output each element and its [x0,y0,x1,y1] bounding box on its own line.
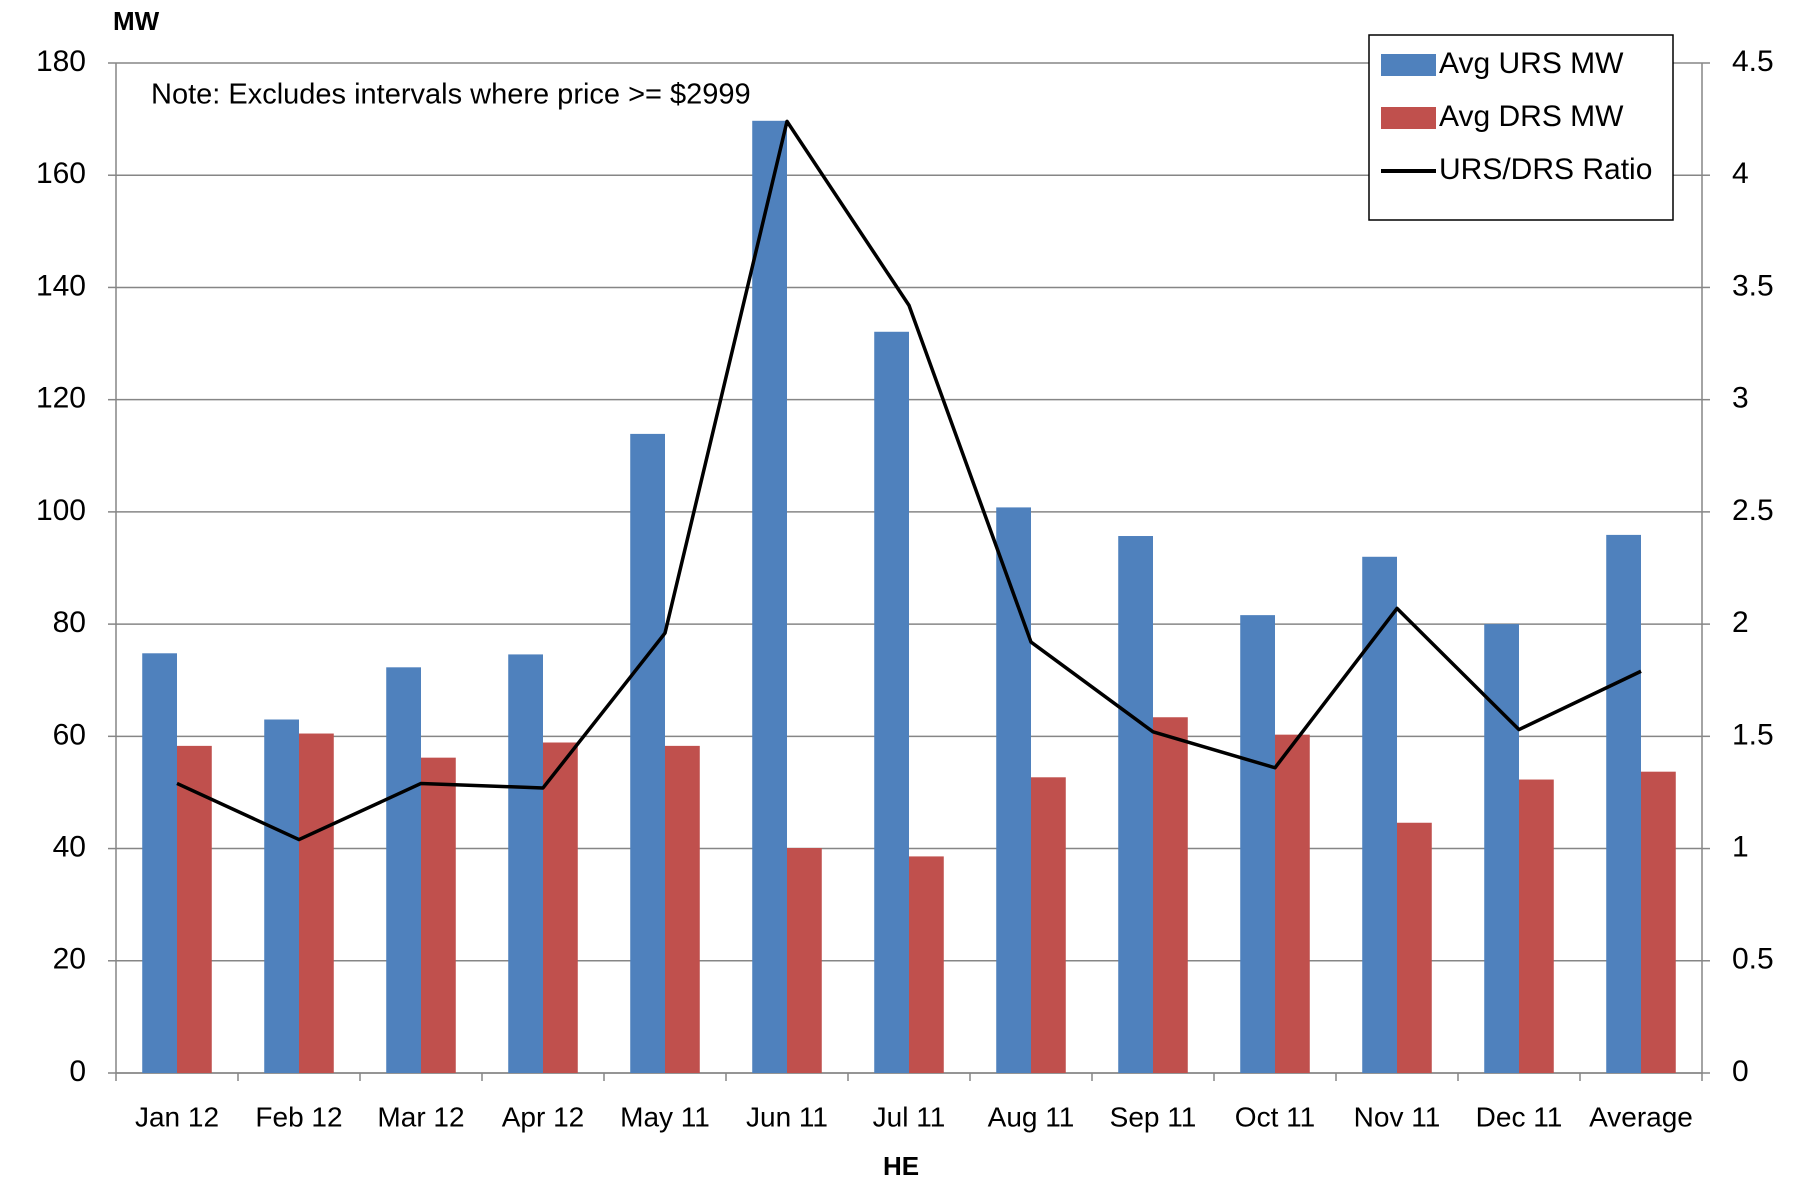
bar [1484,624,1519,1073]
x-tick-label: Sep 11 [1110,1101,1197,1132]
bar [1275,734,1310,1073]
y2-tick-label: 4 [1732,157,1749,190]
x-tick-label: Jul 11 [873,1101,946,1132]
x-tick-label: Apr 12 [502,1101,585,1132]
bar [752,120,787,1074]
x-tick-label: Jun 11 [746,1101,828,1132]
y2-tick-label: 3.5 [1732,269,1774,302]
x-tick-label: Oct 11 [1235,1101,1315,1132]
legend-swatch [1381,107,1436,129]
y-tick-label: 60 [53,718,86,751]
bar [421,757,456,1073]
bar [264,719,299,1073]
y2-tick-label: 2 [1732,606,1749,639]
ratio-line [176,119,1642,842]
bar [787,847,822,1073]
bar [177,745,212,1073]
x-axis-label: HE [883,1151,919,1181]
y-tick-label: 100 [36,494,86,527]
x-tick-label: Average [1589,1101,1693,1132]
bar [1641,771,1676,1073]
bar [630,433,665,1074]
bar [874,331,909,1073]
y2-tick-label: 0 [1732,1055,1749,1088]
y2-tick-label: 1 [1732,830,1749,863]
bar [665,745,700,1073]
x-tick-label: Feb 12 [255,1101,342,1132]
y-tick-label: 180 [36,45,86,78]
x-tick-label: Mar 12 [377,1101,464,1132]
y-tick-label: 160 [36,157,86,190]
annotation: Note: Excludes intervals where price >= … [151,79,751,111]
legend-swatch [1381,54,1436,76]
bar [1031,777,1066,1073]
y2-tick-label: 3 [1732,382,1749,415]
y2-tick-label: 0.5 [1732,943,1774,976]
y2-tick-label: 4.5 [1732,45,1774,78]
y-tick-label: 40 [53,830,86,863]
bar [543,742,578,1073]
bar [142,653,177,1073]
y-tick-label: 140 [36,269,86,302]
bar [1118,536,1153,1073]
bar [299,733,334,1073]
y-axis-label: MW [113,6,160,36]
bar [996,507,1031,1073]
bar [1153,717,1188,1073]
y-tick-label: 80 [53,606,86,639]
y-tick-label: 0 [69,1055,86,1088]
y-tick-label: 20 [53,943,86,976]
bar [1397,822,1432,1073]
x-tick-label: Nov 11 [1354,1101,1441,1132]
x-tick-label: Dec 11 [1476,1101,1563,1132]
y-tick-label: 120 [36,382,86,415]
bar [1519,779,1554,1073]
x-tick-label: Aug 11 [988,1101,1075,1132]
bar [1362,556,1397,1073]
legend-label: Avg DRS MW [1439,100,1624,133]
bar [909,856,944,1073]
y2-tick-label: 2.5 [1732,494,1774,527]
legend-label: URS/DRS Ratio [1439,153,1652,186]
legend-label: Avg URS MW [1439,47,1624,80]
bar [386,667,421,1073]
bar [508,654,543,1073]
bar [1240,615,1275,1073]
x-tick-label: Jan 12 [135,1101,219,1132]
bar [1606,534,1641,1073]
y2-tick-label: 1.5 [1732,718,1774,751]
x-tick-label: May 11 [620,1101,710,1132]
